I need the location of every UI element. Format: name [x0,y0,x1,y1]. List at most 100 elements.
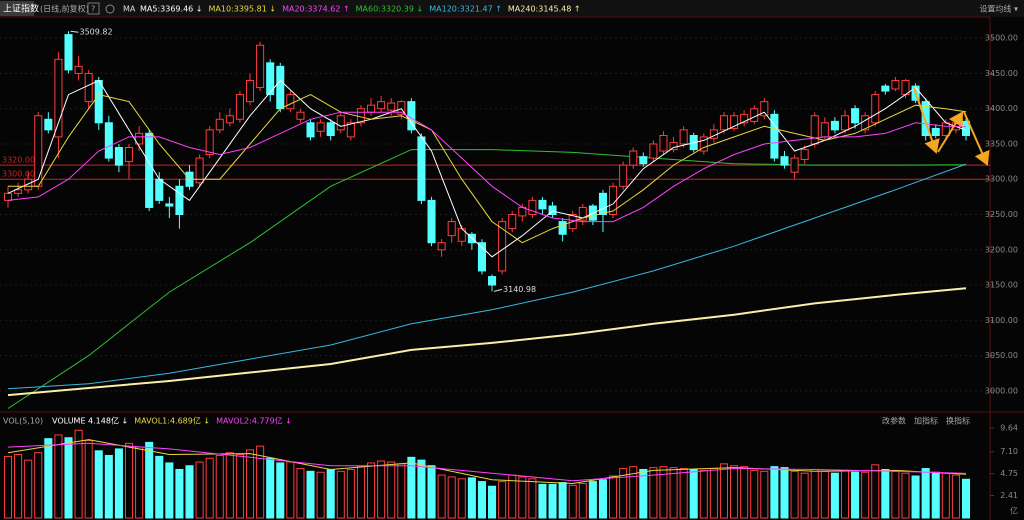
y-tick-label: 3450.00 [985,69,1018,78]
volume-bar [235,454,244,519]
candle-body [699,136,708,152]
volume-bar [135,446,144,519]
y-tick-label: 3000.00 [985,386,1018,395]
candle-body [306,122,315,138]
legend-entry: MA10:3395.81 ↓ [209,5,277,14]
volume-bar [609,475,618,519]
volume-bar [810,468,819,519]
panel-button[interactable]: 加指标 [914,416,938,426]
volume-bar [165,462,174,519]
candle-body [195,157,204,184]
candle-body [24,178,33,191]
candle-body [64,34,73,71]
volume-bar [800,472,809,519]
volume-bar [316,471,325,519]
legend-entry: MA5:3369.46 ↓ [140,5,203,14]
symbol[interactable]: 上证指数 [3,3,39,15]
volume-bar [427,465,436,519]
candle-body [558,221,567,235]
volume-bar [528,478,537,519]
gear-icon[interactable] [105,4,115,14]
candle-body [367,104,376,113]
extreme-pointer [493,288,503,292]
volume-bar [719,463,729,519]
volume-bar [104,454,113,519]
volume-bar [598,479,607,519]
y-tick-label: 4.75 [1000,469,1018,478]
ma-line [7,287,967,397]
volume-bar [891,470,900,519]
candle-body [830,120,839,131]
help[interactable]: ? [91,5,95,14]
volume-bar [64,437,73,519]
volume-bar [911,475,920,519]
volume-bar [871,464,880,519]
y-tick-label: 3150.00 [985,281,1018,290]
volume-bar [195,461,204,519]
candle-body [336,115,345,131]
panel-button[interactable]: 换指标 [946,416,970,426]
volume-bar [14,454,23,519]
volume-bar [568,484,577,519]
volume-bar [790,470,799,519]
ma-line [7,163,967,390]
candle-body [34,115,43,187]
volume-bar [225,452,234,519]
candle-body [225,115,234,124]
candle-body [84,72,93,103]
drawn-arrow [963,111,990,166]
candle-body [286,94,295,110]
candle-body [477,242,486,272]
volume-bar [467,477,476,519]
candle-body [679,129,688,145]
volume-bar [84,440,93,519]
ma-line [7,439,967,485]
volume-bar [679,468,688,519]
volume-bar [538,483,547,519]
y-tick-label: 3250.00 [985,210,1018,219]
volume-bar [397,463,406,519]
volume-bar [881,468,890,519]
candle-body [155,178,164,201]
volume-bar [387,461,396,519]
volume-bar [730,465,739,519]
volume-bar [588,481,597,519]
volume-bar [709,468,718,519]
candle-body [346,122,355,138]
panel-button[interactable]: 改参数 [882,416,906,426]
candle-body [74,65,83,74]
candle-body [437,242,446,251]
candle-body [135,132,144,145]
candle-body [649,143,658,159]
y-tick-label: 2.41 [1000,491,1018,500]
volume-bar [296,468,305,519]
candle-body [397,101,406,115]
ma-settings[interactable]: 设置均线 ▾ [979,4,1018,14]
volume-bar [437,474,446,519]
volume-bar [740,466,749,519]
legend-entry: VOLUME 4.148亿 ↓ [52,416,128,426]
volume-bar [175,468,184,519]
volume-bar [256,445,265,519]
volume-bar [639,468,648,519]
level-label: 3320.00 [2,156,35,165]
help-box[interactable] [87,2,100,15]
candle-body [891,79,900,90]
legend-entry: MA60:3320.39 ↓ [356,5,424,14]
volume-bar [24,459,33,519]
symbol-tab[interactable] [0,1,34,16]
volume-bar [155,455,164,519]
volume-bar [931,471,940,519]
candle-body [629,150,638,166]
candle-body [145,132,154,208]
candle-body [800,149,809,160]
volume-bar [74,429,83,519]
volume-bar [336,470,345,519]
volume-bar [326,468,335,519]
drawn-arrow [913,87,940,154]
volume-bar [760,470,769,519]
candle-body [639,156,648,165]
volume-bar [346,468,355,519]
